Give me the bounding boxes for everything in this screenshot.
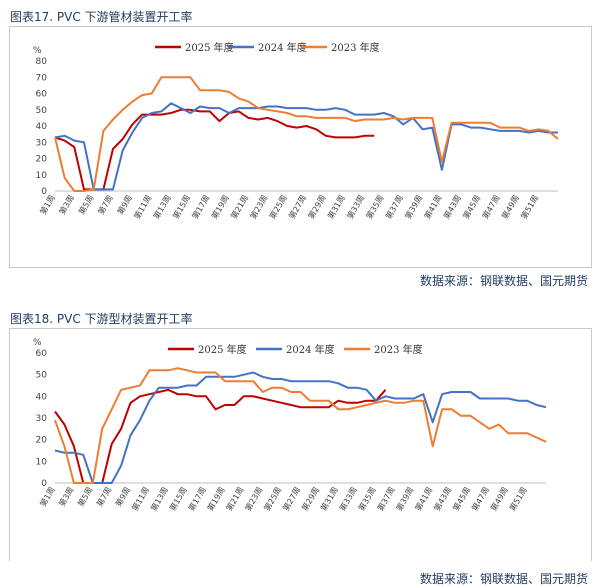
y-unit-label: % xyxy=(33,338,42,348)
series-line-2 xyxy=(54,371,547,484)
legend-label-1: 2025 年度 xyxy=(198,343,247,356)
y-tick-label: 40 xyxy=(36,122,48,132)
chart-2-source: 数据来源：钢联数据、国元期货 xyxy=(419,572,588,586)
legend-label-3: 2023 年度 xyxy=(374,343,423,356)
y-tick-label: 50 xyxy=(36,106,48,116)
series-line-3 xyxy=(54,367,547,484)
x-tick-label: 第15周 xyxy=(170,193,192,221)
y-tick-label: 0 xyxy=(41,187,47,197)
chart-1-title: 图表17. PVC 下游管材装置开工率 xyxy=(10,10,193,24)
x-tick-label: 第7周 xyxy=(96,193,115,216)
legend-label-1: 2025 年度 xyxy=(185,41,234,54)
y-tick-label: 0 xyxy=(41,479,47,489)
x-tick-label: 第51周 xyxy=(507,485,529,513)
y-tick-label: 20 xyxy=(36,155,48,165)
series-line-2 xyxy=(54,102,558,191)
x-tick-label: 第35周 xyxy=(364,193,386,221)
y-tick-label: 60 xyxy=(36,90,48,100)
x-tick-label: 第51周 xyxy=(519,193,541,221)
legend-label-2: 2024 年度 xyxy=(286,343,335,356)
y-tick-label: 10 xyxy=(36,171,48,181)
y-tick-label: 80 xyxy=(36,57,48,67)
x-tick-label: 第17周 xyxy=(190,193,212,221)
x-tick-label: 第49周 xyxy=(499,193,521,221)
x-tick-label: 第25周 xyxy=(267,193,289,221)
y-tick-label: 40 xyxy=(36,392,48,402)
x-tick-label: 第11周 xyxy=(132,193,154,221)
legend-label-3: 2023 年度 xyxy=(331,41,380,54)
x-tick-label: 第23周 xyxy=(248,193,270,221)
chart-1-source: 数据来源：钢联数据、国元期货 xyxy=(419,274,588,288)
x-tick-label: 第5周 xyxy=(75,485,94,508)
y-tick-label: 60 xyxy=(36,349,48,359)
x-tick-label: 第33周 xyxy=(345,193,367,221)
y-tick-label: 30 xyxy=(36,138,48,148)
y-tick-label: 30 xyxy=(36,414,48,424)
x-tick-label: 第19周 xyxy=(209,193,231,221)
x-tick-label: 第45周 xyxy=(461,193,483,221)
x-tick-label: 第21周 xyxy=(228,193,250,221)
chart-2-frame: % 0 10 20 30 40 50 60 第1周 第3周 第5周 第7周 第9周 第11周 第13周 第15… xyxy=(9,328,592,561)
x-tick-label: 第39周 xyxy=(403,193,425,221)
x-tick-label: 第43周 xyxy=(441,193,463,221)
x-tick-label: 第31周 xyxy=(325,193,347,221)
y-tick-label: 20 xyxy=(36,436,48,446)
series-line-3 xyxy=(54,76,559,192)
x-tick-label: 第27周 xyxy=(286,193,308,221)
x-tick-label: 第3周 xyxy=(57,193,76,216)
chart-2-title: 图表18. PVC 下游型材装置开工率 xyxy=(10,312,193,326)
series-line-1 xyxy=(54,108,375,191)
x-tick-label: 第9周 xyxy=(115,193,134,216)
x-tick-label: 第9周 xyxy=(113,485,132,508)
series-line-1 xyxy=(54,388,387,484)
legend-label-2: 2024 年度 xyxy=(258,41,307,54)
x-tick-label: 第3周 xyxy=(56,485,75,508)
y-tick-label: 10 xyxy=(36,457,48,467)
y-unit-label: % xyxy=(33,46,42,56)
chart-1-frame: % 0 10 20 30 40 50 60 70 80 第1周 第3周 第5周 第7周 第9周 第11周 第13… xyxy=(9,26,592,268)
y-tick-label: 70 xyxy=(36,73,48,83)
x-tick-label: 第7周 xyxy=(94,485,113,508)
x-tick-label: 第29周 xyxy=(306,193,328,221)
x-tick-label: 第13周 xyxy=(151,193,173,221)
x-tick-label: 第37周 xyxy=(383,193,405,221)
x-tick-label: 第41周 xyxy=(422,193,444,221)
y-tick-label: 50 xyxy=(36,371,48,381)
x-tick-label: 第47周 xyxy=(480,193,502,221)
x-tick-label: 第5周 xyxy=(76,193,95,216)
